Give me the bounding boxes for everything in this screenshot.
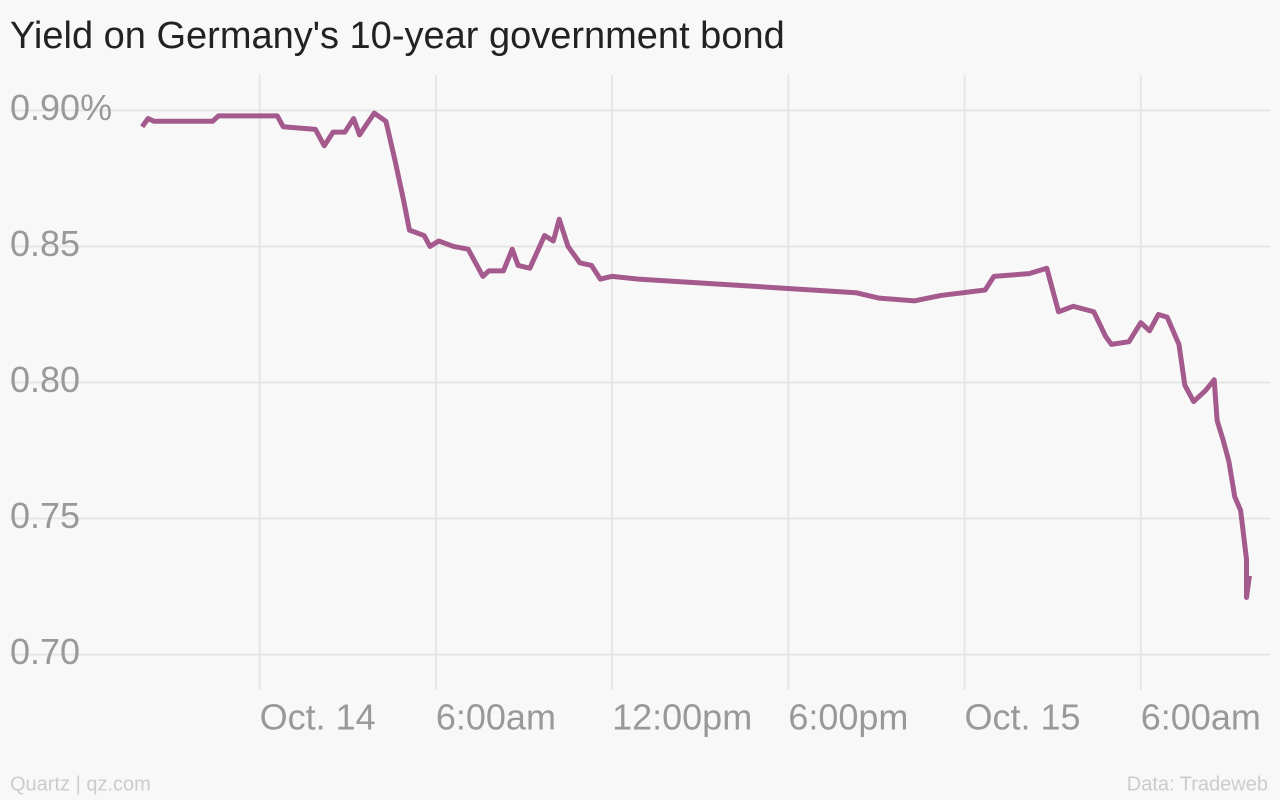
x-tick-label: 12:00pm xyxy=(612,697,752,738)
x-tick-label: Oct. 14 xyxy=(260,697,376,738)
x-tick-label: 6:00pm xyxy=(788,697,908,738)
chart-title: Yield on Germany's 10-year government bo… xyxy=(10,15,785,57)
x-tick-label: Oct. 15 xyxy=(965,697,1081,738)
y-tick-label: 0.85 xyxy=(10,223,80,264)
credit: Quartz | qz.com xyxy=(10,773,151,795)
y-tick-label: 0.75 xyxy=(10,495,80,536)
y-tick-label: 0.90% xyxy=(10,87,112,128)
x-tick-label: 6:00am xyxy=(436,697,556,738)
source: Data: Tradeweb xyxy=(1127,773,1268,795)
line xyxy=(140,110,1252,600)
y-tick-label: 0.80 xyxy=(10,359,80,400)
x-tick-label: 6:00am xyxy=(1141,697,1261,738)
y-tick-label: 0.70 xyxy=(10,631,80,672)
